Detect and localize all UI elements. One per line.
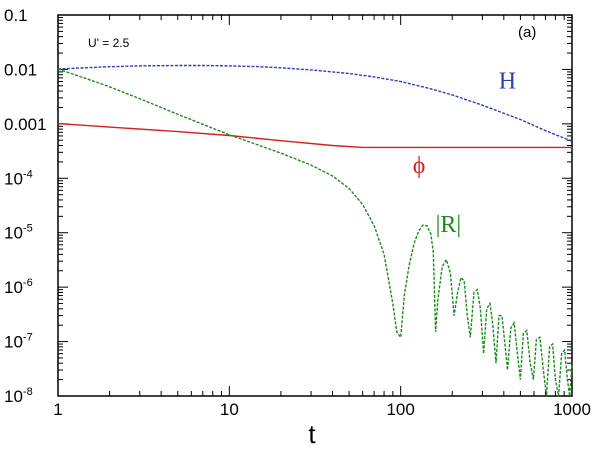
series-line-0	[57, 64, 573, 142]
x-tick-label: 1	[53, 400, 62, 419]
panel-label: (a)	[518, 24, 536, 41]
series-group	[57, 64, 573, 397]
x-tick-label: 10	[220, 400, 239, 419]
x-axis-label: t	[308, 419, 316, 449]
axis-ticks	[57, 15, 572, 397]
series-label-2: |R|	[436, 212, 462, 238]
y-tick-label: 0.001	[4, 115, 47, 134]
y-tick-label: 10-5	[4, 223, 33, 243]
plot-frame	[57, 14, 573, 397]
series-line-1	[57, 122, 572, 149]
y-tick-label: 10-8	[4, 386, 33, 406]
series-labels: Hϕ |R|	[413, 68, 516, 238]
y-tick-label: 0.1	[4, 6, 28, 25]
x-tick-label: 1000	[553, 400, 591, 419]
x-tick-label: 100	[386, 400, 414, 419]
y-tick-label: 10-7	[4, 332, 33, 352]
y-tick-label: 0.01	[4, 60, 37, 79]
series-line-2	[57, 68, 573, 397]
series-label-1: ϕ	[413, 153, 426, 179]
y-tick-label: 10-6	[4, 277, 33, 297]
series-label-0: H	[499, 68, 516, 94]
parameter-annotation: U' = 2.5	[88, 36, 130, 50]
y-tick-label: 10-4	[4, 168, 33, 188]
